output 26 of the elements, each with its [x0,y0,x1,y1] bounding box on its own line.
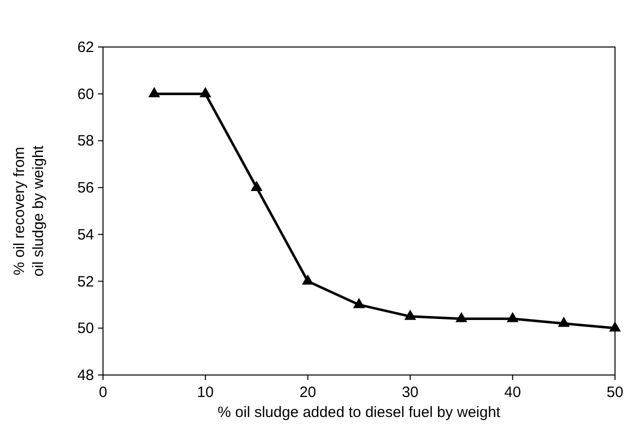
x-tick-label: 20 [299,384,316,401]
y-tick-label: 54 [77,226,94,244]
point [200,87,212,98]
x-tick-label: 0 [98,384,108,401]
y-tick-label: 50 [77,320,94,338]
x-tick-label: 50 [606,384,624,401]
point [506,312,518,322]
x-tick-label: 10 [197,384,214,401]
point [250,180,262,191]
point [148,87,160,98]
point [609,321,621,332]
x-tick-label: 30 [402,384,419,401]
y-tick-label: 58 [77,132,94,150]
y-tick-label: 48 [77,367,94,384]
x-tick-label: 40 [504,384,521,401]
y-tick-label: 52 [77,273,94,290]
point [456,312,468,322]
point [302,274,314,285]
y-axis-title: % oil recovery from oil sludge by weight [11,144,47,276]
point [558,316,570,327]
point [353,298,365,308]
point [404,310,416,320]
y-tick-label: 62 [77,39,94,56]
x-axis-title: % oil sludge added to diesel fuel by weight [218,404,502,421]
y-tick-label: 60 [77,86,94,103]
y-tick-label: 56 [77,180,94,197]
